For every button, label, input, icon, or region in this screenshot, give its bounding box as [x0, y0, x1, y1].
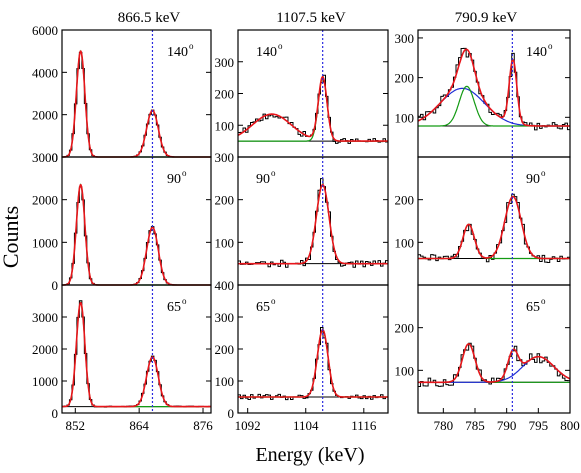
y-axis-label: Counts	[0, 206, 23, 268]
x-tick-label: 1092	[235, 418, 261, 433]
peak-component-curve	[238, 183, 388, 265]
data-histogram	[238, 178, 388, 268]
y-tick-label: 1000	[32, 235, 58, 250]
y-tick-label: 3000	[32, 310, 58, 325]
angle-label: 140	[256, 45, 277, 60]
y-tick-label: 2000	[32, 193, 58, 208]
y-tick-label: 300	[215, 310, 235, 325]
peak-component-curve	[418, 85, 570, 127]
y-tick-label: 300	[215, 55, 235, 70]
y-tick-label: 1000	[32, 374, 58, 389]
data-histogram	[62, 300, 211, 408]
y-tick-label: 100	[215, 235, 235, 250]
y-tick-label: 4000	[32, 65, 58, 80]
fit-curve	[62, 302, 211, 408]
y-tick-label: 2000	[32, 108, 58, 123]
data-histogram	[62, 51, 211, 158]
x-tick-label: 800	[560, 418, 580, 433]
y-tick-label: 200	[215, 342, 235, 357]
panel-0-2: 0 1000 2000 3000 852 864 876 65 o	[32, 284, 213, 433]
data-histogram	[418, 47, 570, 131]
y-tick-label: 2000	[32, 342, 58, 357]
panel-1-1: 100 200 300 90 o	[215, 150, 389, 286]
y-tick-label: 200	[395, 321, 415, 336]
y-tick-label: 200	[395, 71, 415, 86]
y-tick-label: 0	[228, 406, 235, 421]
panel-1-0: 100 200 300 140 o	[215, 29, 389, 158]
y-tick-label: 0	[52, 150, 59, 165]
panel-2-1: 100 200 90 o	[395, 156, 571, 286]
y-tick-label: 3000	[32, 150, 58, 165]
x-tick-label: 790	[497, 418, 517, 433]
y-tick-label: 6000	[32, 23, 58, 38]
fit-curve	[62, 50, 211, 158]
y-tick-label: 200	[215, 193, 235, 208]
x-tick-label: 864	[129, 418, 149, 433]
degree-symbol: o	[182, 168, 187, 178]
column-title-3: 790.9 keV	[455, 10, 518, 26]
peak-component-curve	[418, 343, 570, 383]
panel-2-2: 100 200 780 785 790 795 800 65 o	[395, 284, 580, 433]
y-tick-label: 300	[215, 150, 235, 165]
data-histogram	[418, 193, 570, 264]
y-tick-label: 400	[215, 278, 235, 293]
angle-label: 65	[167, 300, 181, 315]
data-histogram	[62, 186, 211, 286]
peak-component-curve	[62, 49, 211, 158]
x-tick-label: 852	[66, 418, 86, 433]
panel-1-2: 0 100 200 300 400 1092 1104 1116 65 o	[215, 278, 389, 433]
degree-symbol: o	[182, 296, 187, 306]
fit-curve	[238, 184, 388, 265]
panel-0-0: 0 2000 4000 6000 140 o	[32, 23, 212, 165]
data-histogram	[238, 327, 388, 401]
background-component-curve	[417, 87, 570, 127]
degree-symbol: o	[278, 41, 283, 51]
degree-symbol: o	[189, 41, 194, 51]
fit-curve	[417, 48, 570, 127]
y-tick-label: 200	[395, 193, 415, 208]
y-tick-label: 100	[395, 110, 415, 125]
fit-curve	[237, 75, 388, 142]
x-tick-label: 795	[529, 418, 549, 433]
y-tick-label: 100	[395, 363, 415, 378]
y-tick-label: 100	[395, 235, 415, 250]
fit-curve	[418, 343, 571, 384]
angle-label: 90	[167, 172, 181, 187]
fit-curve	[238, 328, 388, 398]
angle-label: 65	[526, 300, 540, 315]
degree-symbol: o	[541, 168, 546, 178]
x-tick-label: 1116	[351, 418, 377, 433]
y-tick-label: 100	[215, 374, 235, 389]
y-tick-label: 300	[395, 31, 415, 46]
angle-label: 140	[526, 45, 547, 60]
panel-frame	[417, 156, 571, 286]
x-tick-label: 1104	[293, 418, 319, 433]
panel-0-1: 0 1000 2000 3000 90 o	[32, 150, 212, 293]
column-title-1: 866.5 keV	[118, 10, 181, 26]
degree-symbol: o	[271, 296, 276, 306]
fit-curve	[418, 195, 570, 260]
panel-2-0: 100 200 300 140 o	[395, 29, 571, 158]
degree-symbol: o	[541, 296, 546, 306]
degree-symbol: o	[271, 168, 276, 178]
x-tick-label: 780	[434, 418, 454, 433]
panel-frame	[417, 284, 571, 414]
angle-label: 90	[526, 172, 540, 187]
y-tick-label: 100	[215, 118, 235, 133]
x-axis-label: Energy (keV)	[255, 444, 364, 466]
y-tick-label: 0	[52, 278, 59, 293]
angle-label: 90	[256, 172, 270, 187]
column-title-2: 1107.5 keV	[276, 10, 346, 26]
angle-label: 65	[256, 300, 270, 315]
x-tick-label: 785	[465, 418, 485, 433]
angle-label: 140	[167, 45, 188, 60]
degree-symbol: o	[548, 41, 553, 51]
y-tick-label: 0	[52, 406, 59, 421]
y-tick-label: 200	[215, 87, 235, 102]
data-histogram	[418, 342, 570, 387]
x-tick-label: 876	[193, 418, 213, 433]
